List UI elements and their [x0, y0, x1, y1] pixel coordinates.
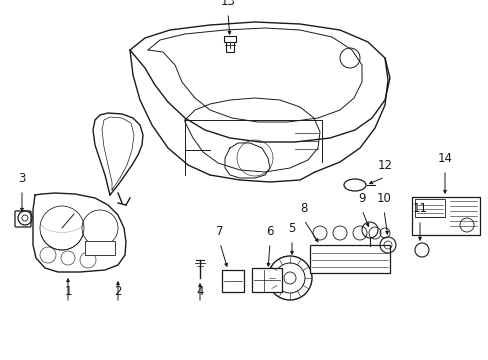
Text: 7: 7: [216, 225, 224, 238]
Text: 14: 14: [437, 152, 451, 165]
Bar: [225, 38, 234, 52]
Text: 8: 8: [300, 202, 307, 215]
Text: 2: 2: [114, 285, 122, 298]
Text: 3: 3: [18, 172, 26, 185]
Text: 13: 13: [220, 0, 235, 8]
Text: 4: 4: [196, 285, 203, 298]
Text: 1: 1: [64, 285, 72, 298]
FancyBboxPatch shape: [15, 211, 31, 227]
FancyBboxPatch shape: [222, 270, 244, 292]
Bar: [224, 36, 236, 42]
Text: 11: 11: [412, 202, 427, 215]
Text: 6: 6: [265, 225, 273, 238]
Text: 12: 12: [377, 159, 392, 172]
Bar: [309, 245, 389, 273]
FancyBboxPatch shape: [251, 268, 282, 292]
Text: 10: 10: [376, 192, 390, 205]
Text: 5: 5: [288, 222, 295, 235]
Text: 9: 9: [358, 192, 365, 205]
Bar: [85, 241, 115, 255]
Bar: [411, 197, 479, 235]
Bar: [414, 199, 444, 217]
